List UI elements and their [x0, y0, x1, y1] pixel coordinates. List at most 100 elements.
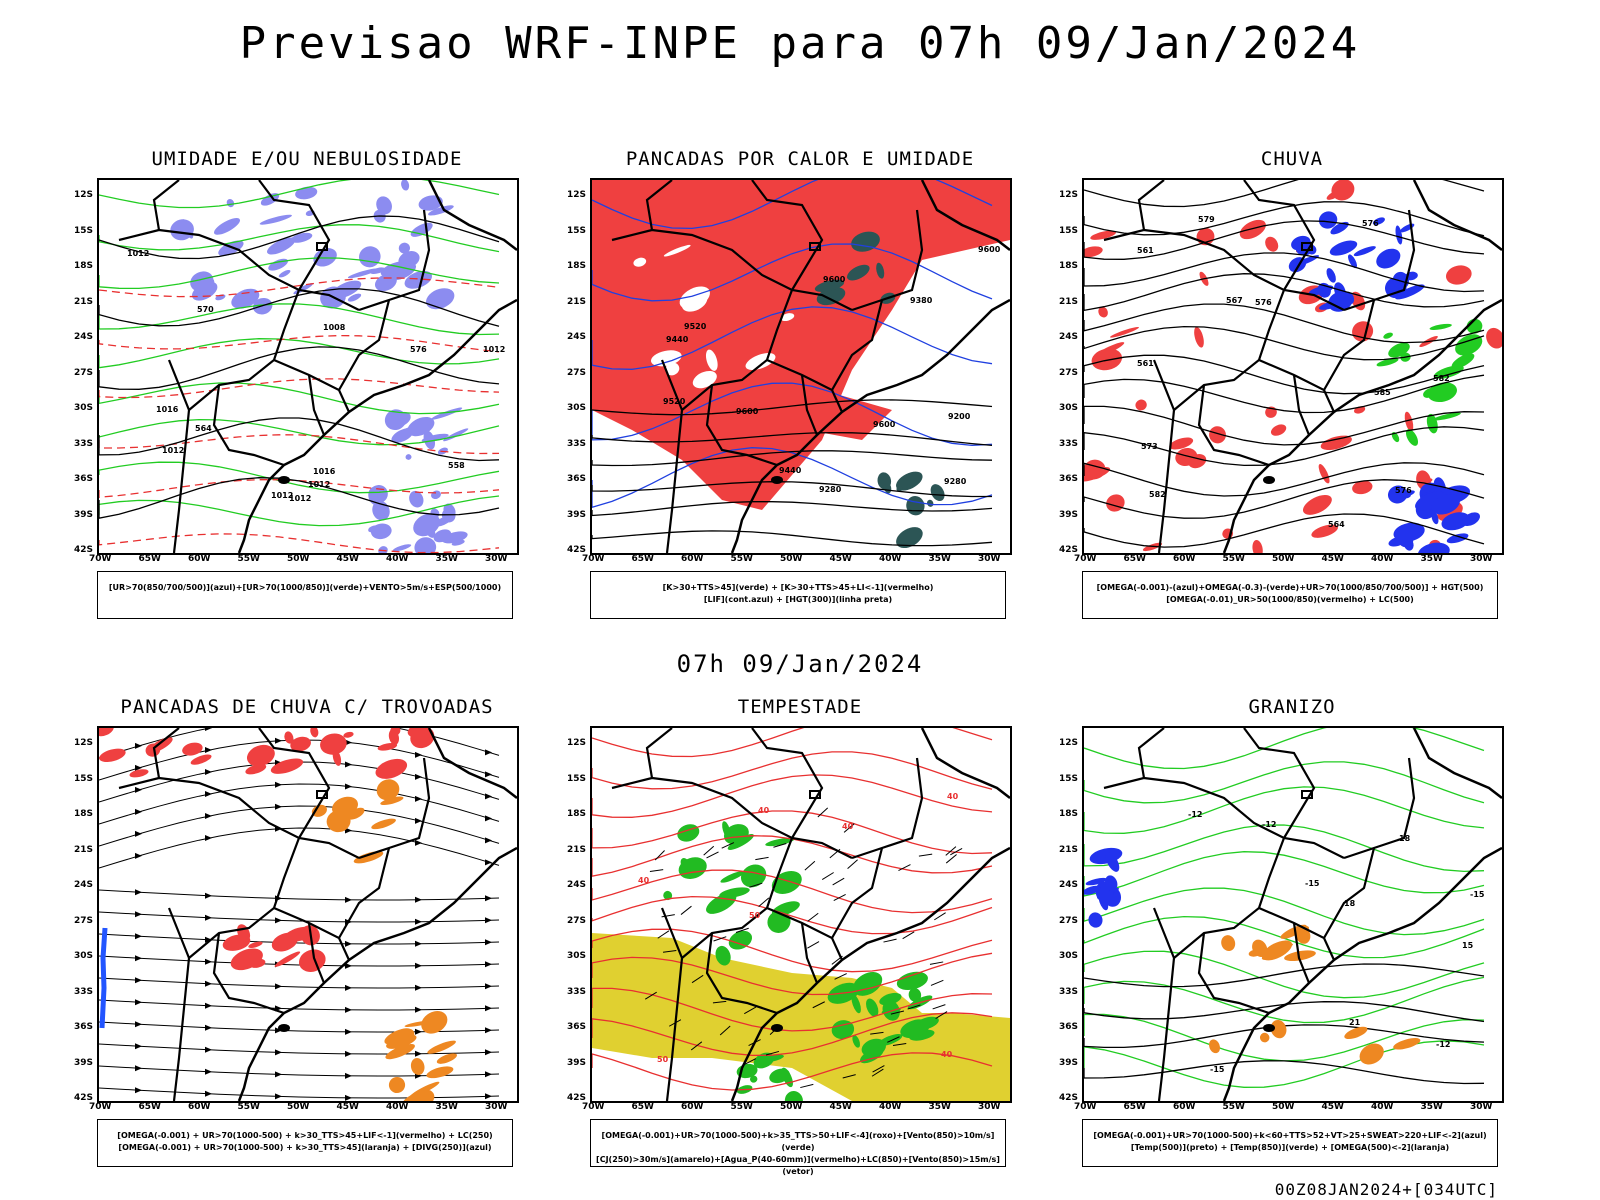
flow-arrow	[345, 940, 352, 947]
lat-tick-label: 18S	[1058, 261, 1078, 271]
flow-arrow	[135, 955, 142, 962]
rain-blue-area	[1330, 221, 1349, 235]
map-granizo: 15 21 18 -12 -12 -15 -15 -12 -15 18	[1082, 726, 1504, 1103]
humidity-blue-area	[376, 196, 392, 215]
flow-arrow	[345, 739, 352, 746]
border-line	[158, 228, 360, 311]
lat-tick-label: 30S	[73, 951, 93, 961]
lat-tick-label: 15S	[1058, 225, 1078, 236]
rain-red-area	[1209, 426, 1226, 444]
humidity-blue-area	[278, 269, 291, 278]
border-line	[358, 757, 431, 860]
legend-umidade: [UR>70(850/700/500)](azul)+[UR>70(1000/8…	[97, 571, 513, 619]
lon-tick-label: 40W	[1371, 1102, 1394, 1112]
wind-vector	[834, 973, 847, 980]
lat-tick-label: 27S	[1058, 915, 1078, 926]
humidity-blue-area	[422, 518, 436, 538]
flow-arrow	[415, 896, 422, 903]
contour-label: 9280	[944, 477, 967, 486]
lat-tick-label: 33S	[1058, 438, 1078, 449]
dark-convection-area	[814, 279, 845, 292]
rain-blue-area	[1395, 284, 1425, 300]
rain-red-area	[1239, 219, 1266, 240]
wind-vector	[930, 979, 944, 986]
flow-arrow	[415, 962, 422, 969]
wind-vector	[807, 941, 820, 949]
lon-tick-label: 35W	[435, 554, 458, 564]
lat-tick-label: 27S	[73, 367, 93, 378]
flow-arrow	[485, 1049, 492, 1056]
storm-orange-area	[421, 1011, 448, 1034]
temp850-contour	[1084, 761, 1485, 804]
lake-marker	[316, 790, 328, 799]
precipitable-water-contour	[592, 895, 993, 935]
lon-tick-label: 35W	[928, 1102, 951, 1112]
lon-tick-label: 45W	[336, 1102, 359, 1112]
contour-label: -12	[1262, 820, 1276, 829]
lat-tick-label: 27S	[566, 915, 586, 926]
humidity-blue-area	[405, 454, 412, 460]
wind-green-area	[765, 837, 795, 847]
flow-arrow	[415, 817, 422, 824]
flow-arrow	[275, 1071, 282, 1078]
storm-red-area	[222, 934, 251, 951]
rain-green-area	[1433, 412, 1461, 421]
legend-line: [CJ(250)>30m/s](amarelo)+[Agua_P(40-60mm…	[596, 1155, 1000, 1176]
precipitable-water-contour	[592, 1012, 993, 1057]
storm-red-area	[343, 731, 354, 738]
border-line	[1292, 922, 1311, 984]
lat-tick-label: 24S	[566, 880, 586, 890]
lon-tick-label: 50W	[780, 554, 803, 564]
lon-tick-label: 45W	[1321, 554, 1344, 564]
rain-green-area	[1429, 323, 1452, 330]
storm-red-area	[190, 754, 212, 765]
rain-blue-area	[1376, 248, 1401, 269]
dark-convection-area	[906, 496, 925, 516]
border-line	[258, 180, 331, 291]
wind-vector	[934, 912, 946, 921]
lon-tick-label: 70W	[1074, 1102, 1097, 1112]
border-line	[831, 299, 884, 391]
lon-tick-label: 40W	[879, 1102, 902, 1112]
storm-red-area	[270, 758, 304, 774]
green-humidity-contour	[99, 495, 500, 527]
rain-red-area	[1331, 180, 1355, 201]
border-line	[1173, 289, 1286, 411]
hail-orange-area	[1359, 1043, 1384, 1065]
rain-red-area	[1404, 411, 1414, 432]
legend-line: [Temp(500)](preto) + [Temp(850)](verde) …	[1130, 1143, 1450, 1152]
lon-tick-label: 30W	[485, 554, 508, 564]
border-line	[681, 289, 794, 411]
map-canvas: 40 40 40 50 40 50 40	[592, 728, 1010, 1101]
lon-tick-label: 65W	[631, 554, 654, 564]
border-line	[1343, 757, 1416, 860]
border-line	[611, 728, 673, 790]
lon-tick-label: 55W	[730, 1102, 753, 1112]
lat-tick-label: 27S	[566, 367, 586, 378]
wind-vector	[902, 931, 915, 940]
flow-arrow	[205, 980, 212, 987]
streamline	[99, 761, 500, 803]
storm-red-area	[407, 728, 423, 737]
panel-title-pancadas-calor: PANCADAS POR CALOR E UMIDADE	[625, 148, 975, 170]
humidity-blue-area	[431, 407, 463, 420]
flow-arrow	[345, 1028, 352, 1035]
flow-arrow	[485, 1005, 492, 1012]
rain-red-area	[1095, 342, 1125, 357]
temp850-contour	[1084, 728, 1485, 770]
lat-tick-label: 15S	[566, 225, 586, 236]
lat-tick-label: 21S	[73, 844, 93, 855]
flow-arrow	[205, 1068, 212, 1075]
wind-green-area	[896, 971, 928, 991]
temp850-contour	[1084, 915, 1485, 959]
humidity-blue-area	[231, 288, 260, 309]
contour-label: 1008	[323, 323, 346, 332]
flow-arrow	[485, 815, 492, 822]
hail-orange-area	[1270, 1019, 1287, 1039]
border-line	[118, 180, 180, 242]
border-line	[660, 359, 684, 553]
panel-title-chuva: CHUVA	[1260, 148, 1324, 170]
border-line	[212, 932, 285, 1015]
lon-tick-label: 55W	[730, 554, 753, 564]
wind-vector	[661, 914, 675, 918]
